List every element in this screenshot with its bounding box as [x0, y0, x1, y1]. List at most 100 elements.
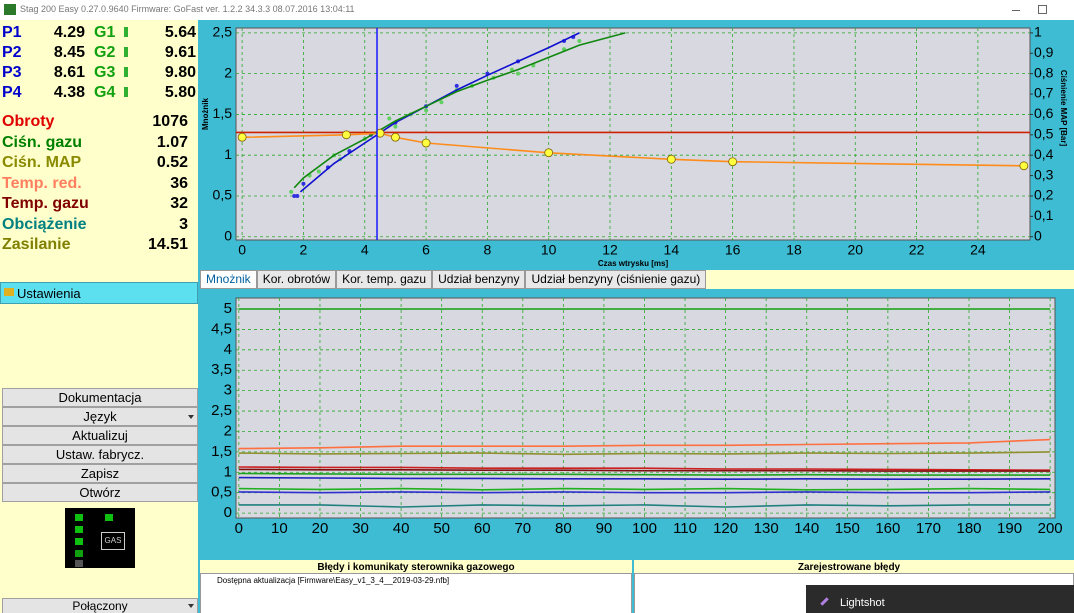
- data-point: [544, 148, 554, 158]
- data-line: [238, 468, 1051, 472]
- injector-gas-time: 5.64: [164, 24, 196, 41]
- y-tick-label: 2: [224, 64, 232, 80]
- tab[interactable]: Udział benzyny: [432, 270, 526, 289]
- chart: 0 10 20 30 40 50 60 70 80 90 100 110 120 130 140 150 160…: [211, 297, 1063, 537]
- x-tick-label: 30: [352, 520, 369, 537]
- param-value: 14.51: [147, 236, 188, 253]
- dropdown-arrow: [188, 604, 194, 608]
- x-tick-label: 80: [555, 520, 572, 537]
- app-icon: [4, 4, 16, 15]
- data-point: [516, 71, 521, 76]
- param-value: 32: [170, 195, 188, 212]
- y2-tick-label: 0,5: [1034, 126, 1054, 142]
- x-tick-label: 140: [794, 520, 819, 537]
- y2-tick-label: 0,8: [1034, 64, 1054, 80]
- menu-button[interactable]: Otwórz: [2, 483, 198, 502]
- x-tick-label: 190: [997, 520, 1022, 537]
- errors-panel: Błędy i komunikaty sterownika gazowego Do…: [200, 560, 632, 613]
- data-line: [238, 487, 1051, 491]
- injector-gas-label: G1: [94, 24, 116, 41]
- tab[interactable]: Mnożnik: [200, 270, 257, 289]
- status-box: Połączony: [2, 598, 198, 613]
- param-label: Ciśn. gazu: [2, 133, 83, 151]
- data-point: [316, 169, 321, 174]
- menu-button[interactable]: Zapisz: [2, 464, 198, 483]
- x-tick-label: 120: [713, 520, 738, 537]
- x-tick-label: 16: [725, 242, 741, 258]
- y2-axis-title: Ciśnienie MAP [Bar]: [1059, 70, 1068, 147]
- x-tick-label: 40: [393, 520, 410, 537]
- menu-button[interactable]: Dokumentacja: [2, 388, 198, 407]
- y-axis-title: Mnożnik: [201, 97, 210, 130]
- y-tick-label: 4: [224, 341, 232, 358]
- tab-bar: Mnożnik Kor. obrotów Kor. temp. gazu Udział…: [200, 270, 1074, 289]
- minimize-button[interactable]: [1012, 10, 1020, 11]
- settings-button[interactable]: Ustawienia: [0, 282, 198, 304]
- injector-gas-time: 9.80: [164, 64, 196, 81]
- error-message: Dostępna aktualizacja [Firmware\Easy_v1_…: [217, 576, 450, 585]
- injector-petrol-time: 4.29: [53, 24, 85, 41]
- x-tick-label: 160: [875, 520, 900, 537]
- data-point: [341, 130, 351, 140]
- gas-label: GAS: [101, 532, 125, 550]
- param-value: 36: [170, 174, 188, 192]
- injector-icon: [124, 87, 128, 97]
- injector-petrol-time: 4.38: [53, 84, 85, 101]
- y2-tick-label: 0,3: [1034, 166, 1054, 182]
- y-tick-label: 0,5: [213, 187, 233, 203]
- y-tick-label: 0,5: [211, 484, 232, 501]
- x-tick-label: 4: [361, 242, 369, 258]
- data-point: [728, 157, 738, 167]
- y-tick-label: 3: [224, 382, 232, 399]
- injector-gas-time: 9.61: [164, 44, 196, 61]
- data-point: [421, 138, 431, 148]
- plot-area: [235, 297, 1056, 519]
- param-label: Obroty: [2, 113, 55, 130]
- dropdown-arrow: [188, 415, 194, 419]
- tab[interactable]: Kor. temp. gazu: [336, 270, 433, 289]
- data-point: [391, 132, 400, 142]
- y2-tick-label: 0,4: [1034, 146, 1054, 162]
- tab[interactable]: Kor. obrotów: [256, 270, 337, 289]
- data-point: [237, 132, 247, 142]
- maximize-button[interactable]: [1038, 5, 1047, 14]
- y-tick-label: 4,5: [211, 320, 232, 337]
- lightshot-label: Lightshot: [840, 597, 885, 609]
- y-tick-label: 2: [224, 422, 232, 439]
- x-tick-label: 150: [835, 520, 860, 537]
- gas-led: [75, 550, 83, 557]
- injector-gas-label: G4: [94, 84, 116, 101]
- y2-tick-label: 0,1: [1034, 207, 1054, 223]
- menu-button[interactable]: Aktualizuj: [2, 426, 198, 445]
- data-point: [666, 154, 676, 164]
- injector-label: P3: [2, 64, 22, 81]
- injector-label: P2: [2, 44, 22, 61]
- injector-gas-label: G2: [94, 44, 116, 61]
- injector-label: P1: [2, 24, 22, 41]
- errors-title: Błędy i komunikaty sterownika gazowego: [317, 562, 515, 573]
- data-line: [238, 438, 1051, 450]
- x-tick-label: 14: [664, 242, 680, 258]
- injector-label: P4: [2, 84, 22, 101]
- injector-icon: [124, 27, 128, 37]
- data-line: [238, 451, 1051, 456]
- x-tick-label: 10: [271, 520, 288, 537]
- param-label: Ciśn. MAP: [2, 154, 82, 171]
- x-tick-label: 8: [483, 242, 491, 258]
- data-line: [238, 472, 1051, 476]
- x-tick-label: 20: [847, 242, 863, 258]
- gas-led: [75, 526, 83, 533]
- window-title: Stag 200 Easy 0.27.0.9640 Firmware: GoFa…: [20, 4, 355, 14]
- menu-button[interactable]: Język: [2, 407, 198, 426]
- data-line: [293, 32, 626, 189]
- chart: 0 2 4 6 8 10 12 14 16 18 20 22 2400,511,522,500,10,2…: [201, 24, 1068, 268]
- data-point: [301, 181, 306, 186]
- param-value: 1.07: [156, 133, 188, 151]
- x-tick-label: 22: [909, 242, 925, 258]
- tab[interactable]: Udział benzyny (ciśnienie gazu): [525, 270, 707, 289]
- x-axis-title: Czas wtrysku [ms]: [598, 259, 669, 268]
- x-tick-label: 60: [474, 520, 491, 537]
- injector-gas-time: 5.80: [164, 84, 196, 101]
- menu-button[interactable]: Ustaw. fabrycz.: [2, 445, 198, 464]
- lightshot-popup[interactable]: Lightshot: [806, 585, 1074, 613]
